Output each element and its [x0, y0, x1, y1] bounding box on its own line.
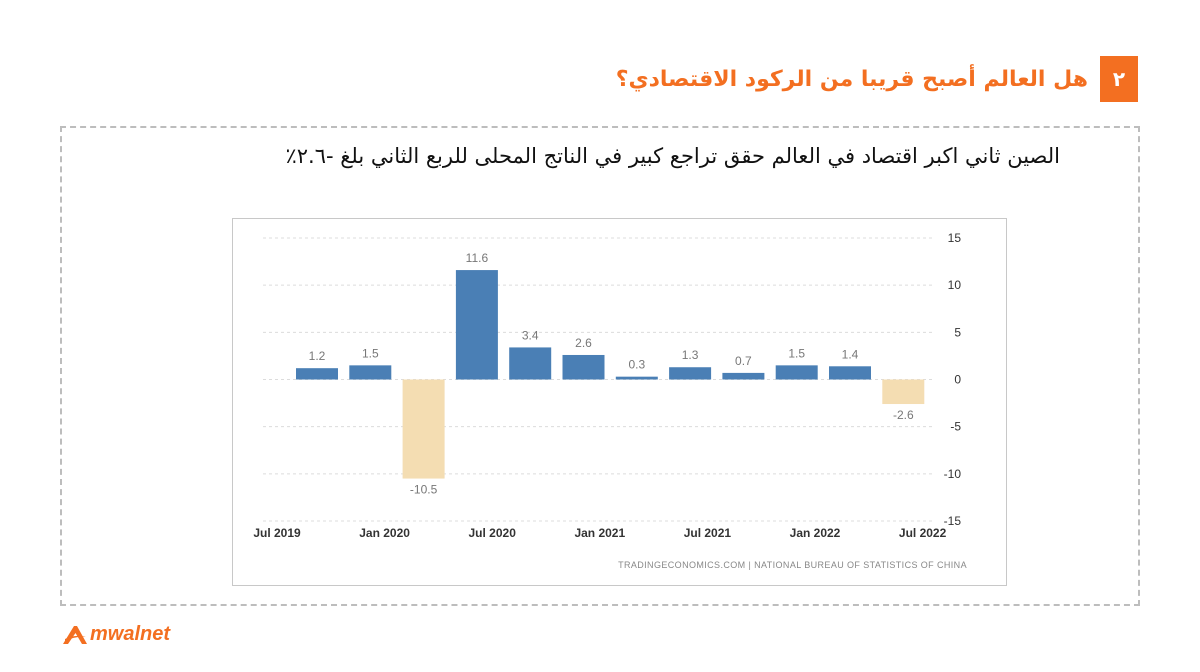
data-label: 1.5: [362, 346, 379, 360]
bar: [615, 376, 658, 380]
data-label: 0.7: [735, 354, 752, 368]
y-tick-label: -5: [950, 420, 961, 434]
bar: [562, 354, 605, 380]
bar: [669, 367, 712, 380]
bar: [296, 368, 338, 380]
data-label: 1.2: [309, 349, 326, 363]
y-tick-label: 10: [948, 278, 962, 292]
chart-source: TRADINGECONOMICS.COM | NATIONAL BUREAU O…: [618, 560, 967, 570]
content-panel: [60, 126, 1140, 606]
y-tick-label: 15: [948, 231, 962, 245]
gdp-bar-chart: 15 10 5 0 -5 -10 -15 1.2 1.5 -10.5 11.6 3.4 2.6 0.3 1.…: [253, 231, 967, 570]
logo-text: mwalnet: [90, 623, 171, 645]
data-label: 1.5: [788, 346, 805, 360]
bar: [829, 366, 871, 380]
data-label: 3.4: [522, 328, 539, 342]
x-tick-label: Jan 2020: [359, 526, 410, 540]
chart-caption: الصين ثاني اكبر اقتصاد في العالم حقق ترا…: [285, 144, 1060, 168]
bar: [402, 379, 445, 479]
y-tick-label: 5: [954, 325, 961, 339]
x-tick-label: Jul 2022: [899, 526, 947, 540]
x-tick-label: Jul 2019: [253, 526, 301, 540]
data-label: -10.5: [410, 483, 438, 497]
bar: [722, 372, 765, 380]
y-tick-label: -15: [944, 514, 962, 528]
y-tick-label: -10: [944, 467, 962, 481]
data-label: 11.6: [466, 251, 489, 265]
data-label: -2.6: [893, 408, 914, 422]
data-label: 1.3: [682, 348, 699, 362]
logo-mark-icon: [63, 625, 87, 644]
chart-frame: 15 10 5 0 -5 -10 -15 1.2 1.5 -10.5 11.6 3.4 2.6 0.3 1.…: [232, 218, 1007, 586]
data-label: 0.3: [628, 358, 645, 372]
bar: [882, 379, 925, 405]
data-label: 1.4: [842, 347, 859, 361]
x-tick-label: Jan 2022: [790, 526, 841, 540]
bar: [349, 365, 392, 380]
x-tick-label: Jan 2021: [574, 526, 625, 540]
y-tick-label: 0: [954, 373, 961, 387]
bar: [509, 347, 552, 380]
section-number: ٢: [1100, 56, 1138, 102]
section-header: ٢ هل العالم أصبح قريبا من الركود الاقتصا…: [616, 56, 1138, 102]
amwalnet-logo: mwalnet: [62, 623, 170, 646]
x-tick-label: Jul 2020: [469, 526, 517, 540]
bar: [455, 270, 498, 380]
x-tick-label: Jul 2021: [684, 526, 732, 540]
section-question: هل العالم أصبح قريبا من الركود الاقتصادي…: [615, 66, 1088, 92]
bar: [775, 365, 818, 380]
data-label: 2.6: [575, 336, 592, 350]
